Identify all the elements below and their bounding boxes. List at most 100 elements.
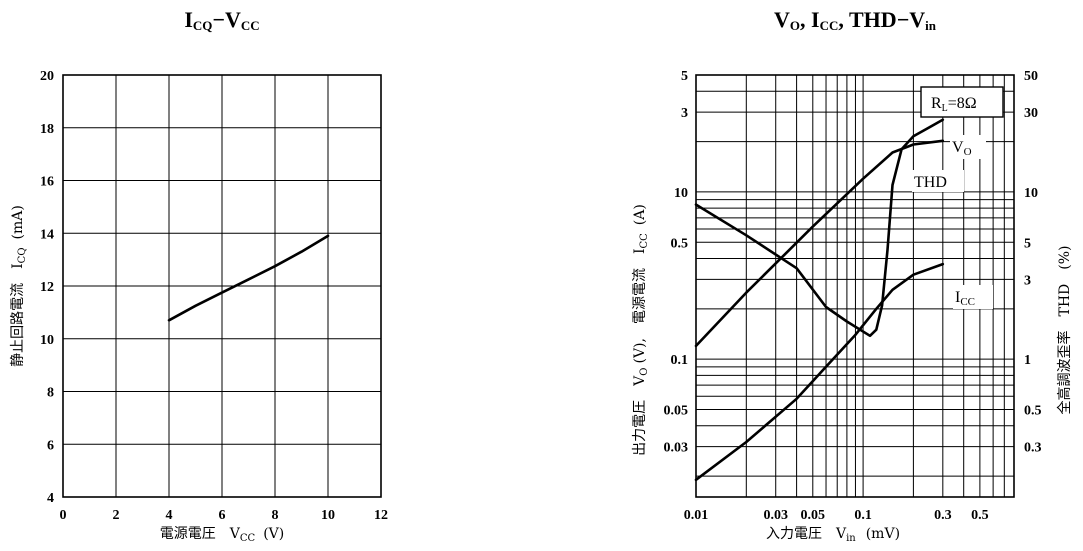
chart2-title-c: THD [849,7,897,32]
chart2-title-b-sub: CC [820,18,839,33]
chart1-y-label-sub: CQ [17,247,28,263]
series-label-icc-bg [953,285,993,309]
chart1-x-tick-label: 2 [113,508,120,523]
chart1-title-sub1: CQ [193,18,213,33]
chart2-x-tick-label: 0.1 [854,508,872,523]
icc-curve [694,262,945,482]
rl-legend-text: RL=8Ω [931,95,977,114]
vo-curve [694,139,945,348]
chart1-y-tick-label: 6 [47,438,54,453]
chart2-y-ticks-left: 5 3 10 0.5 0.1 0.05 0.03 [664,69,689,456]
rl-legend-rest: =8Ω [948,95,977,112]
chart2-y-right-tick-label: 1 [1024,353,1031,368]
chart2-y-right-tick-label: 3 [1024,273,1031,288]
series-label-icc-sub: CC [960,296,975,308]
chart1-x-tick-label: 12 [374,508,388,523]
chart1-x-label-sub: CC [240,533,256,544]
chart2-y-right-tick-label: 0.5 [1024,404,1042,419]
chart2-title-d: V [909,7,925,32]
chart2-x-label-unit: (mV) [866,526,900,542]
chart2-x-tick-label: 0.01 [684,508,709,523]
series-label-vo-bg [950,135,986,159]
chart1-y-tick-label: 4 [47,491,54,506]
chart2-y-right-tick-label: 5 [1024,236,1031,251]
chart1-x-tick-label: 0 [60,508,67,523]
chart2-y-left-text: 出力電圧 V [632,375,648,456]
chart2-frame [695,74,1015,498]
chart1-y-tick-label: 8 [47,386,54,401]
chart2-y-left-sub: O [639,368,650,376]
chart2-x-label-sub: in [846,533,856,544]
chart1-y-tick-label: 14 [40,227,54,242]
chart1-y-tick-label: 18 [40,122,54,137]
chart2-title-d-sub: in [925,18,937,33]
chart2-title-a: V [774,7,790,32]
chart2-title: VO, ICC, THD−Vin [774,7,937,33]
chart1-title-main1: I [184,7,193,32]
chart1-x-tick-label: 10 [321,508,335,523]
chart1-y-tick-label: 16 [40,175,54,190]
series-label-icc-text: ICC [955,289,975,308]
chart1-y-label-unit: (mA) [10,205,26,239]
chart1-y-tick-label: 10 [40,333,54,348]
chart1-title-main2: V [225,7,241,32]
chart2-title-sep1: , [800,7,811,32]
series-label-icc-main: I [955,289,960,306]
chart2-x-tick-label: 0.03 [763,508,788,523]
chart2-y-right-tick-label: 30 [1024,106,1038,121]
chart2-y-label-left: 出力電圧 VO (V), 電源電流 ICC (A) [632,204,650,456]
chart1-x-tick-label: 4 [166,508,173,523]
chart2-y-left-tick-label: 3 [681,106,688,121]
chart2-y-ticks-right: 50 30 10 5 3 1 0.5 0.3 [1024,69,1042,456]
chart1-x-label-text: 電源電圧 V [160,526,241,542]
chart1-x-tick-label: 6 [219,508,226,523]
chart1-title-dash: − [212,7,225,32]
chart2-y-left-tick-label: 5 [681,69,688,84]
series-label-thd: THD [912,170,964,192]
series-label-thd-bg [912,170,964,192]
chart1-grid [62,74,382,498]
series-label-vo-text: VO [952,139,972,158]
chart2-y-label-right: 全高調波歪率 THD (%) [1056,246,1073,415]
chart1-y-tick-label: 20 [40,69,54,84]
series-label-icc: ICC [953,285,993,309]
chart2-x-label: 入力電圧 Vin (mV) [766,526,900,544]
rl-legend-sub: L [942,103,948,114]
series-label-vo-main: V [952,139,964,156]
chart2-y-left-tick-label: 0.03 [664,441,689,456]
chart2-y-left-unit: (A) [632,204,648,225]
chart2-y-left-tick-label: 10 [674,186,688,201]
chart2-y-right-tick-label: 10 [1024,186,1038,201]
series-label-thd-text: THD [914,174,947,191]
chart2-y-left-mid: (V), 電源電流 I [632,249,648,364]
chart2-y-left-sub2: CC [639,233,650,249]
chart-vo-icc-thd-vin: VO, ICC, THD−Vin 0.01 0.03 0.05 0.1 0.3 0.5 5… [632,7,1073,544]
chart2-y-right-tick-label: 0.3 [1024,441,1042,456]
chart1-y-tick-label: 12 [40,280,54,295]
chart2-x-tick-label: 0.05 [801,508,826,523]
chart2-series [694,118,945,482]
chart1-x-ticks: 0 2 4 6 8 10 12 [60,508,389,523]
chart2-title-sep2: , [838,7,849,32]
chart1-x-label-unit: (V) [263,526,284,542]
chart1-x-label: 電源電圧 VCC (V) [160,526,284,544]
chart2-x-label-text: 入力電圧 V [766,526,847,542]
chart2-y-left-tick-label: 0.05 [664,404,689,419]
rl-legend-box: RL=8Ω [920,86,1004,118]
chart2-y-left-tick-label: 0.1 [671,353,689,368]
chart2-title-a-sub: O [790,18,800,33]
rl-legend-frame [920,86,1004,118]
chart1-title-sub2: CC [241,18,260,33]
chart2-y-right-tick-label: 50 [1024,69,1038,84]
icq-vcc-line [167,234,330,322]
series-label-vo-sub: O [964,146,972,158]
chart2-x-ticks: 0.01 0.03 0.05 0.1 0.3 0.5 [684,508,989,523]
chart2-title-b: I [811,7,820,32]
chart1-title: ICQ−VCC [184,7,259,33]
chart1-y-ticks: 4 6 8 10 12 14 16 18 20 [40,69,54,506]
rl-legend-main: R [931,95,942,112]
chart2-x-tick-label: 0.5 [971,508,989,523]
chart1-y-label: 静止回路電流 ICQ (mA) [10,205,28,367]
